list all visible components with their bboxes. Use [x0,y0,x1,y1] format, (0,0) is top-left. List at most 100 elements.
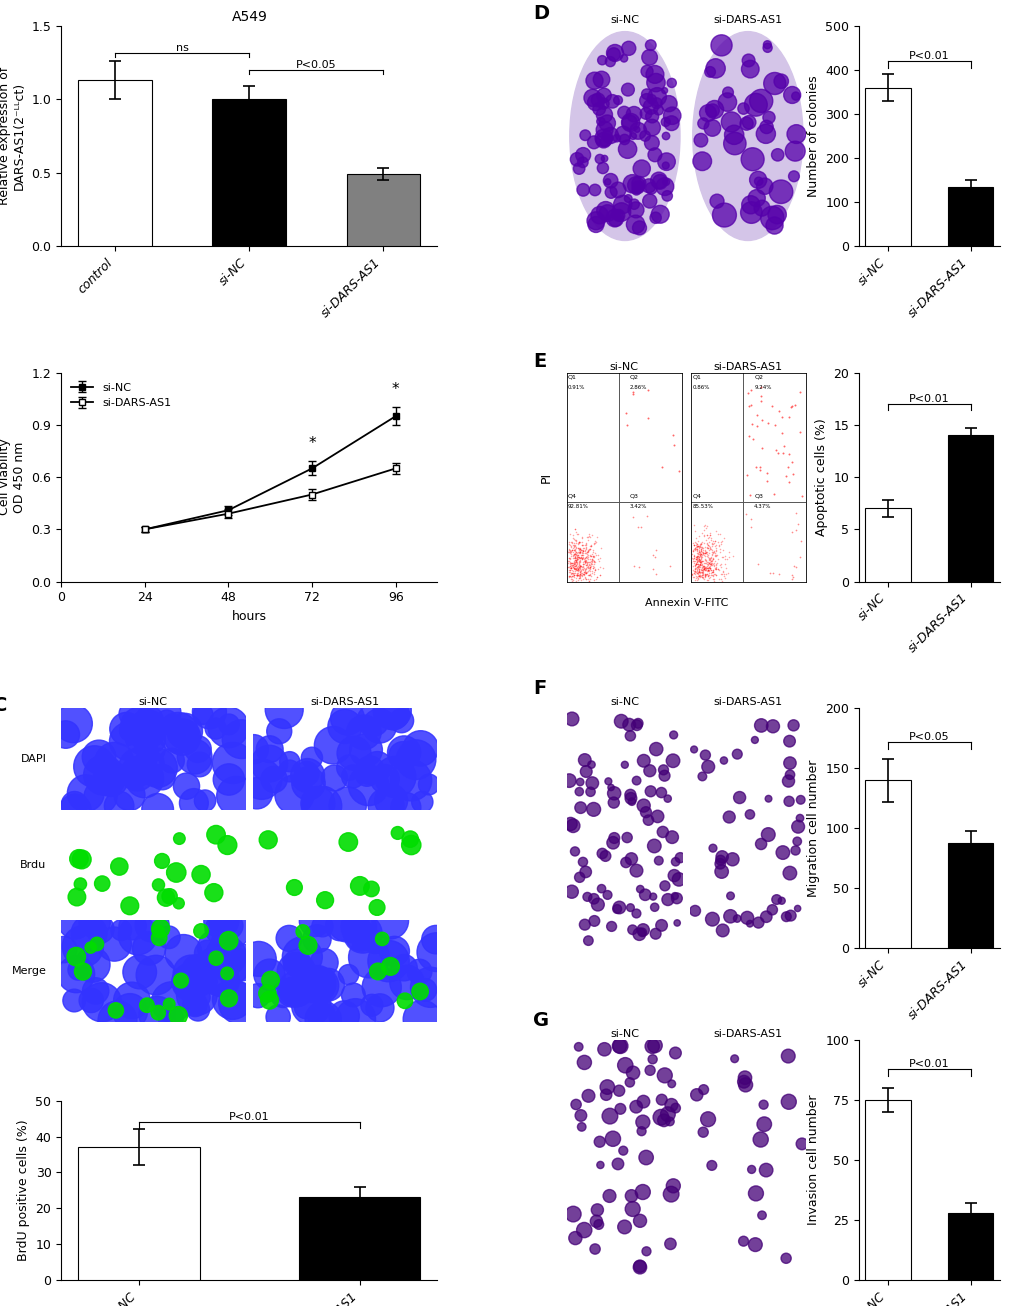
Point [271,721,287,742]
Point [144,914,160,935]
Point [568,555,584,576]
Point [417,980,433,1000]
Point [622,1072,638,1093]
Point [566,539,582,560]
Point [564,568,580,589]
Point [579,887,595,908]
Point [596,148,612,168]
Point [656,1064,673,1085]
Point [562,556,579,577]
Point [151,927,167,948]
Point [568,551,584,572]
Point [716,549,733,569]
Point [633,158,649,179]
Point [612,710,629,731]
Point [750,912,766,932]
Point [740,50,756,71]
Point [704,837,720,858]
Point [584,539,600,560]
Point [685,515,701,535]
Point [624,381,640,402]
Point [361,947,377,968]
Point [624,507,640,528]
Point [387,767,404,788]
Point [569,558,585,579]
Point [564,539,580,560]
Point [698,564,714,585]
Point [389,823,406,844]
Point [571,552,587,573]
Point [689,556,705,577]
Point [203,951,219,972]
Point [576,568,592,589]
Point [569,545,585,565]
Point [703,535,719,556]
Point [325,735,341,756]
Point [692,547,708,568]
Point [791,381,807,402]
Point [631,923,647,944]
Point [580,524,596,545]
Point [359,764,375,785]
Point [701,61,717,82]
Point [685,551,701,572]
Point [696,558,712,579]
Point [428,942,444,963]
Point [692,551,708,572]
Point [696,543,712,564]
Point [564,555,580,576]
Point [714,547,731,568]
Point [767,889,784,910]
Point [696,543,712,564]
Point [695,555,711,576]
Point [697,559,713,580]
Point [697,550,713,571]
Point [782,905,798,926]
Point [571,568,587,589]
Point [659,1104,676,1124]
Point [307,910,323,931]
Point [566,543,582,564]
Point [702,551,718,572]
Point [294,921,311,942]
Bar [947,435,993,581]
Point [706,558,722,579]
Point [688,533,704,554]
Point [566,530,582,551]
Point [561,555,578,576]
Point [700,560,716,581]
Y-axis label: Invasion cell number: Invasion cell number [806,1094,819,1225]
Point [785,714,801,735]
Point [580,930,596,951]
Point [578,537,594,558]
Point [599,884,615,905]
Point [579,549,595,569]
Point [575,555,591,576]
Point [567,534,583,555]
Point [593,50,609,71]
Point [777,465,794,486]
Point [794,486,810,507]
Point [565,552,581,573]
Point [223,955,239,976]
Point [567,550,583,571]
Point [605,44,622,65]
Point [689,547,705,568]
Point [656,176,673,197]
Point [193,921,209,942]
Point [564,555,580,576]
Point [572,538,588,559]
Point [729,908,745,929]
Point [706,99,722,120]
Point [585,799,601,820]
Point [694,555,710,576]
Point [693,533,709,554]
Point [583,546,599,567]
Point [700,568,716,589]
Point [664,424,681,445]
Point [606,208,623,229]
Point [569,549,585,569]
Point [650,170,666,191]
Point [580,539,596,560]
Point [749,554,765,575]
